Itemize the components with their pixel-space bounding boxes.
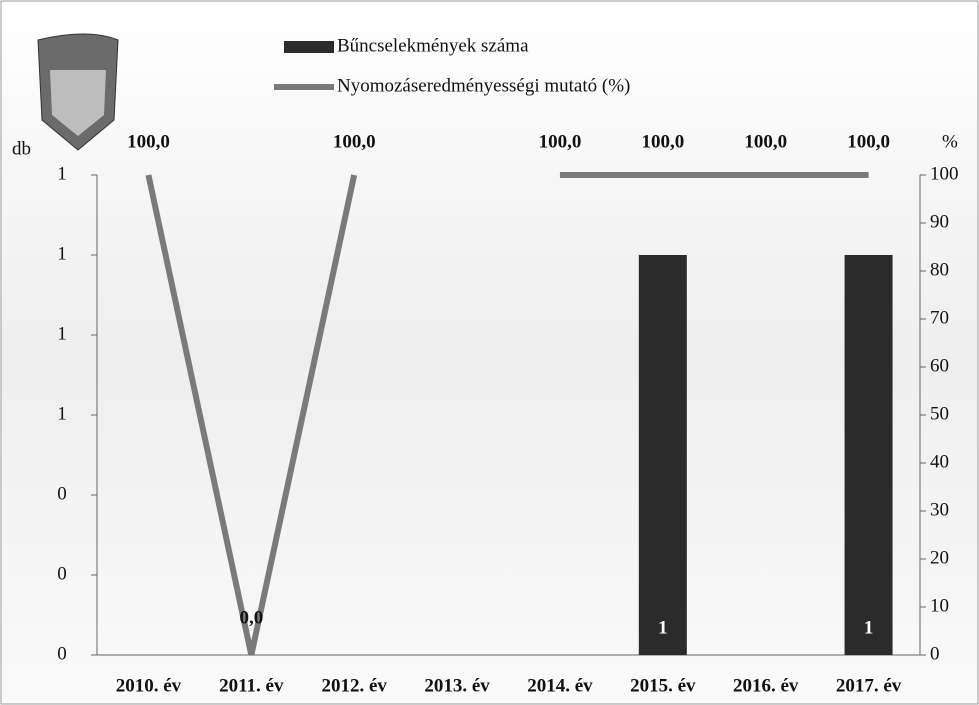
line-value-label: 100,0 bbox=[127, 131, 170, 152]
y2-tick-label: 40 bbox=[930, 451, 949, 472]
y-tick-label: 1 bbox=[57, 323, 67, 344]
y2-tick-label: 10 bbox=[930, 595, 949, 616]
bar bbox=[638, 255, 687, 655]
line-value-label: 100,0 bbox=[641, 131, 684, 152]
y-tick-label: 1 bbox=[57, 163, 67, 184]
y2-axis-label: % bbox=[942, 131, 958, 152]
logo bbox=[37, 33, 119, 151]
y-tick-label: 0 bbox=[57, 483, 67, 504]
x-tick-label: 2010. év bbox=[116, 675, 182, 696]
line-value-label: 100,0 bbox=[333, 131, 376, 152]
x-tick-label: 2013. év bbox=[424, 675, 490, 696]
x-tick-label: 2012. év bbox=[321, 675, 387, 696]
x-tick-label: 2016. év bbox=[733, 675, 799, 696]
legend-swatch bbox=[284, 41, 334, 53]
y2-tick-label: 30 bbox=[930, 499, 949, 520]
x-tick-label: 2017. év bbox=[836, 675, 902, 696]
y-axis-label: db bbox=[12, 138, 31, 159]
line-value-label: 100,0 bbox=[744, 131, 787, 152]
y-tick-label: 0 bbox=[57, 563, 67, 584]
x-tick-label: 2015. év bbox=[630, 675, 696, 696]
y2-tick-label: 50 bbox=[930, 403, 949, 424]
bar bbox=[844, 255, 893, 655]
y2-tick-label: 90 bbox=[930, 211, 949, 232]
bar-value-label: 1 bbox=[658, 617, 668, 638]
line-value-label: 100,0 bbox=[847, 131, 890, 152]
y2-tick-label: 0 bbox=[930, 643, 940, 664]
x-tick-label: 2014. év bbox=[527, 675, 593, 696]
y2-tick-label: 20 bbox=[930, 547, 949, 568]
y2-tick-label: 70 bbox=[930, 307, 949, 328]
legend-label: Bűncselekmények száma bbox=[337, 35, 529, 56]
legend-label: Nyomozáseredményességi mutató (%) bbox=[337, 75, 630, 96]
y2-tick-label: 100 bbox=[930, 163, 959, 184]
line-value-label: 100,0 bbox=[539, 131, 582, 152]
y-tick-label: 1 bbox=[57, 243, 67, 264]
line-value-label: 0,0 bbox=[239, 607, 263, 628]
x-tick-label: 2011. év bbox=[219, 675, 284, 696]
y-tick-label: 1 bbox=[57, 403, 67, 424]
y-tick-label: 0 bbox=[57, 643, 67, 664]
y2-tick-label: 60 bbox=[930, 355, 949, 376]
y2-tick-label: 80 bbox=[930, 259, 949, 280]
line bbox=[145, 172, 869, 656]
bar-value-label: 1 bbox=[864, 617, 874, 638]
